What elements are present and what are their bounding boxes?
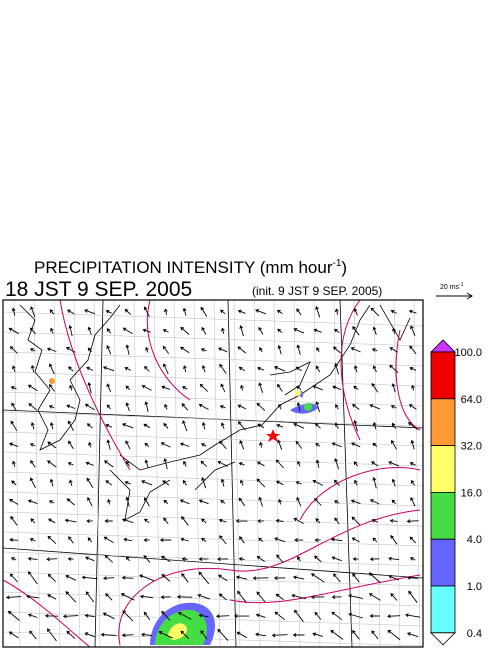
title: PRECIPITATION INTENSITY (mm hour-1) bbox=[34, 258, 347, 277]
model-grid bbox=[2, 299, 424, 648]
rain-yellow bbox=[295, 390, 301, 396]
colorbar-bin bbox=[430, 585, 456, 634]
colorbar-bin bbox=[430, 398, 456, 446]
colorbar-bottom-triangle bbox=[430, 632, 456, 646]
rain-green bbox=[304, 403, 312, 411]
colorbar-bin bbox=[430, 538, 456, 587]
colorbar: 100.0 64.0 32.0 16.0 4.0 1.0 0.4 bbox=[430, 339, 482, 646]
colorbar-label: 1.0 bbox=[467, 581, 482, 593]
wind-reference-arrow bbox=[436, 292, 473, 300]
contour bbox=[2, 299, 421, 648]
colorbar-label: 4.0 bbox=[467, 534, 482, 546]
colorbar-bin bbox=[430, 445, 456, 493]
wind-vectors bbox=[5, 305, 421, 642]
colorbar-label: 32.0 bbox=[461, 441, 482, 453]
colorbar-label: 16.0 bbox=[461, 487, 482, 499]
coastline bbox=[19, 304, 411, 521]
colorbar-label: 0.4 bbox=[467, 628, 482, 640]
typhoon-center bbox=[266, 429, 280, 442]
colorbar-top-triangle bbox=[430, 339, 456, 353]
rain-yellow bbox=[168, 623, 188, 640]
colorbar-label: 100.0 bbox=[454, 347, 482, 359]
valid-time: 18 JST 9 SEP. 2005 bbox=[5, 278, 192, 301]
colorbar-bin bbox=[430, 491, 456, 540]
rain-orange bbox=[49, 378, 55, 384]
colorbar-bin bbox=[430, 351, 456, 400]
map bbox=[2, 299, 424, 648]
map-frame bbox=[2, 299, 424, 648]
colorbar-label: 64.0 bbox=[461, 394, 482, 406]
wind-reference-label: 20 ms-1 bbox=[440, 282, 464, 291]
init-time: (init. 9 JST 9 SEP. 2005) bbox=[252, 284, 382, 298]
